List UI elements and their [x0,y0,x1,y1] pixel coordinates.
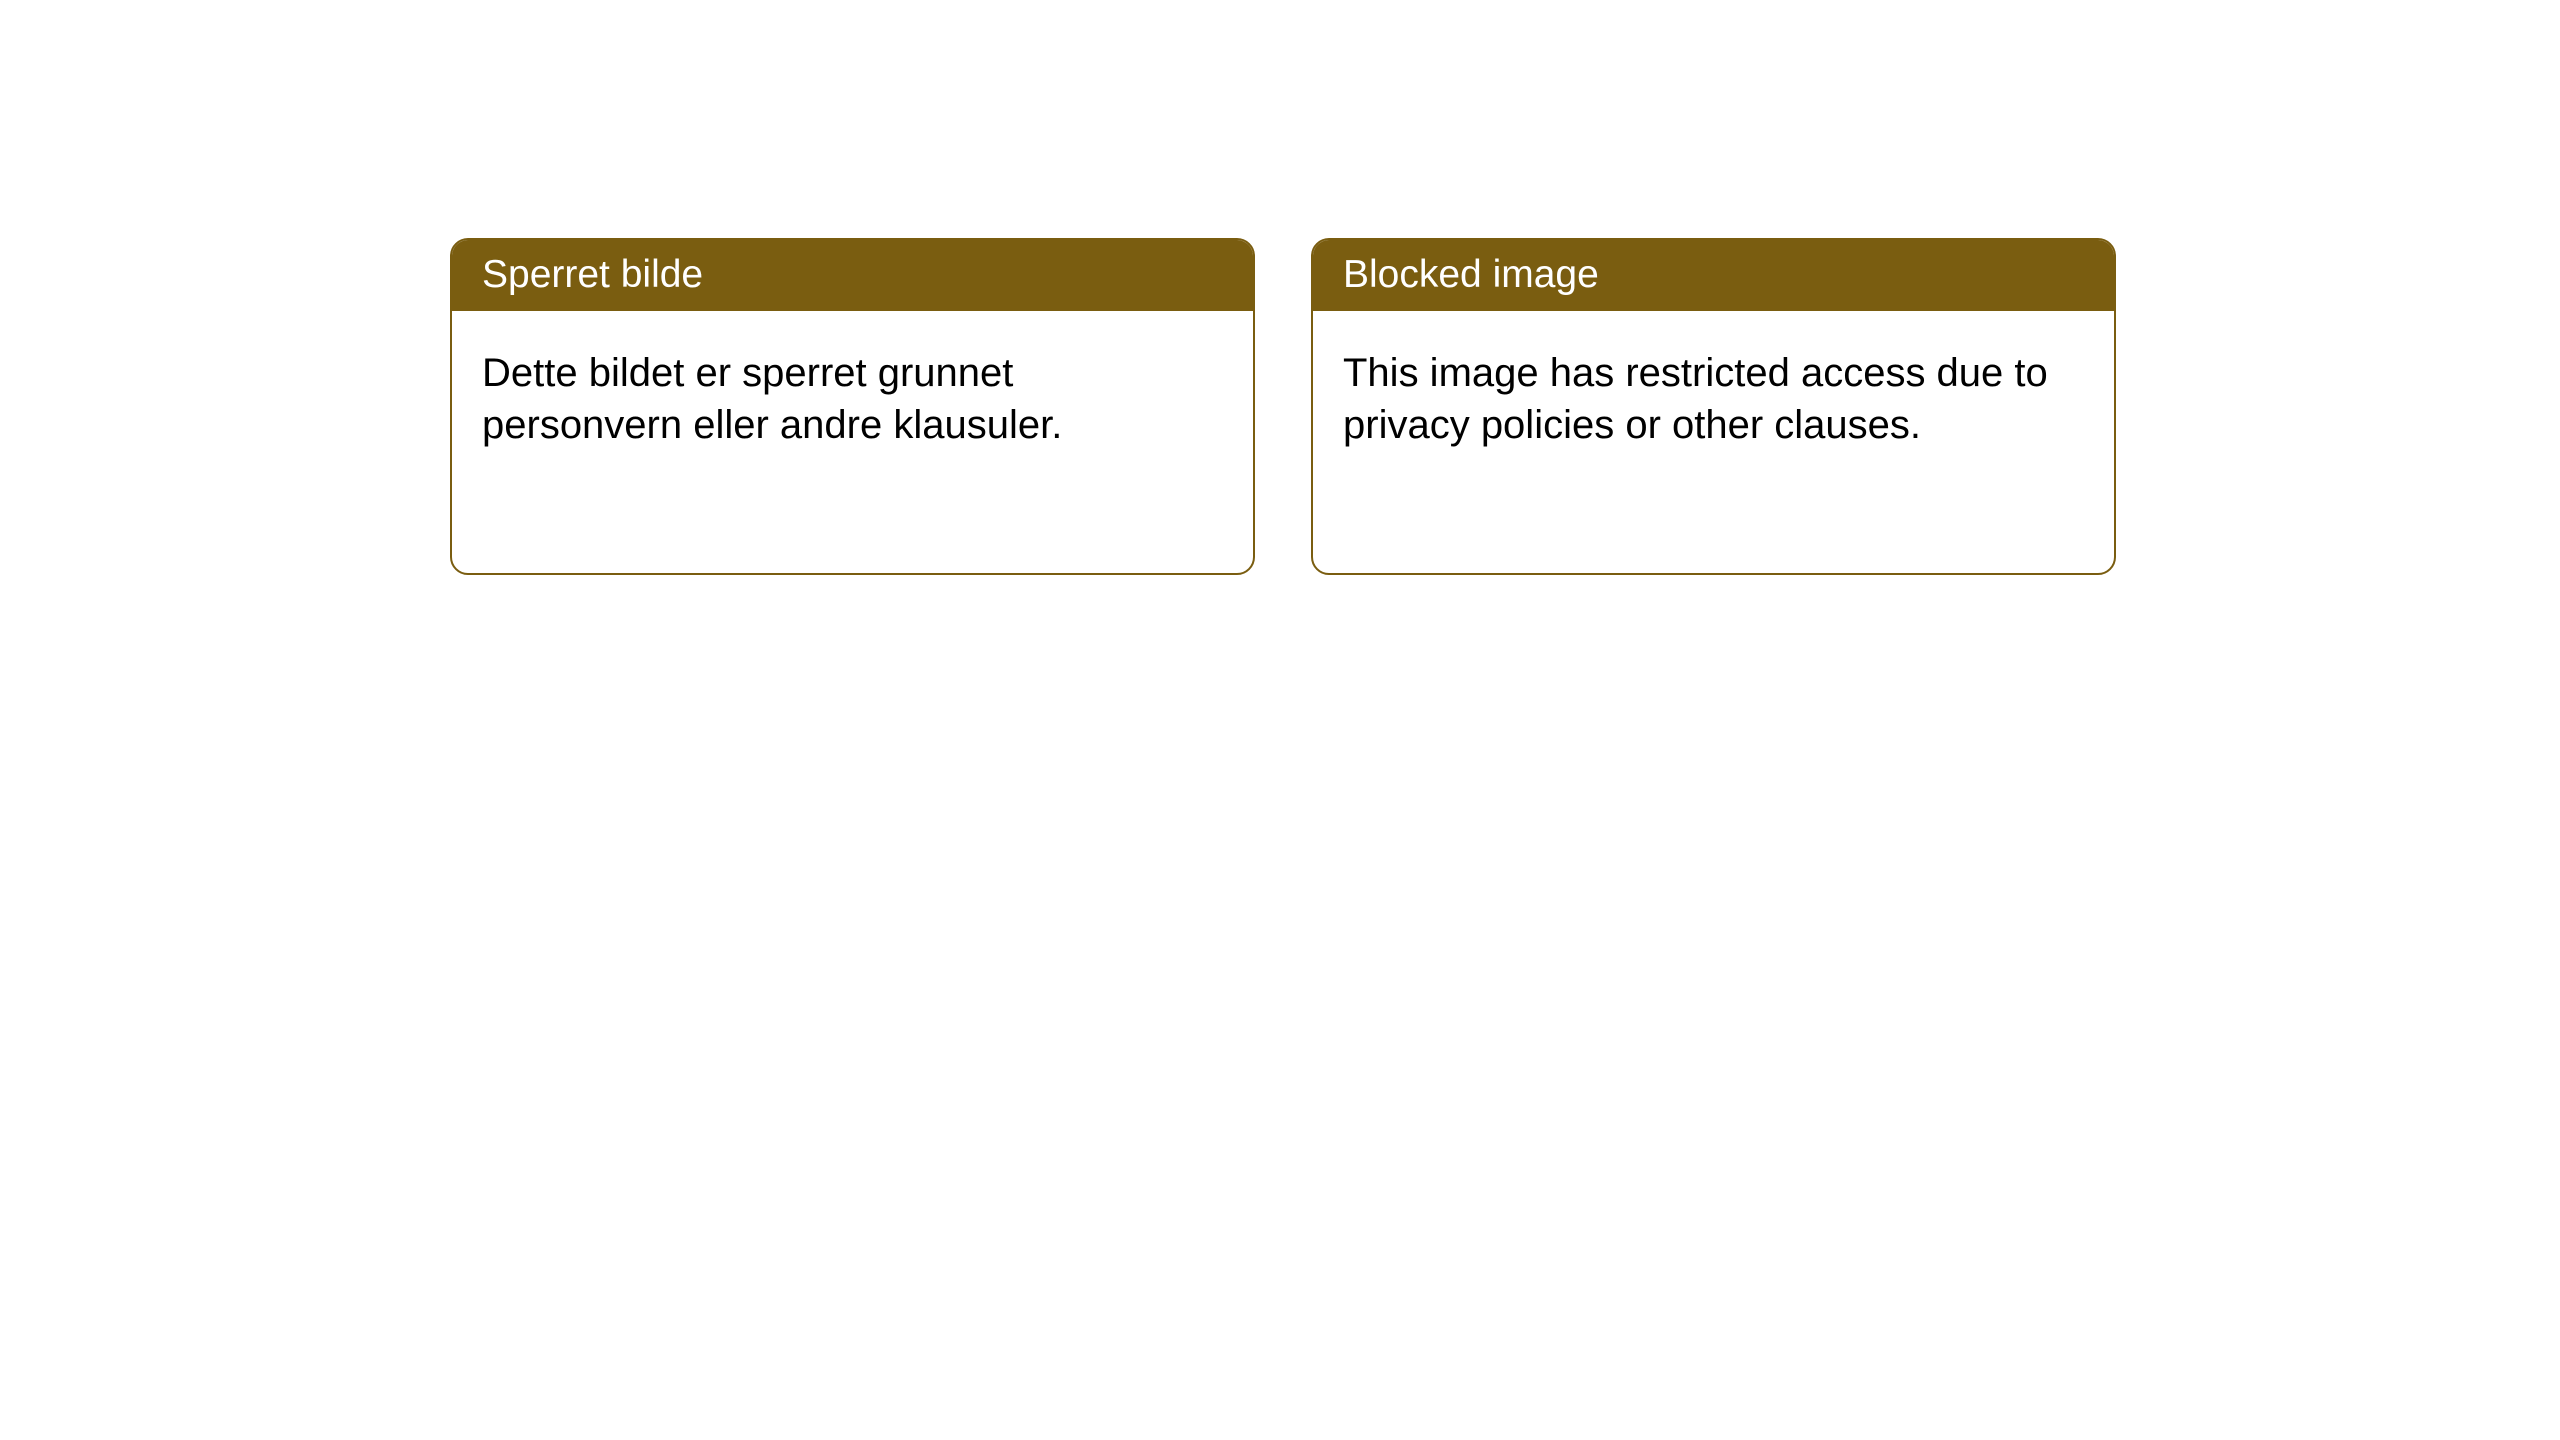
card-title-norwegian: Sperret bilde [482,253,703,296]
card-header-english: Blocked image [1313,240,2114,311]
card-body-norwegian: Dette bildet er sperret grunnet personve… [452,311,1253,487]
card-header-norwegian: Sperret bilde [452,240,1253,311]
card-norwegian: Sperret bilde Dette bildet er sperret gr… [450,238,1255,575]
card-title-english: Blocked image [1343,253,1599,296]
card-body-english: This image has restricted access due to … [1313,311,2114,487]
card-body-text-english: This image has restricted access due to … [1343,351,2048,447]
cards-container: Sperret bilde Dette bildet er sperret gr… [450,238,2116,575]
card-english: Blocked image This image has restricted … [1311,238,2116,575]
card-body-text-norwegian: Dette bildet er sperret grunnet personve… [482,351,1062,447]
